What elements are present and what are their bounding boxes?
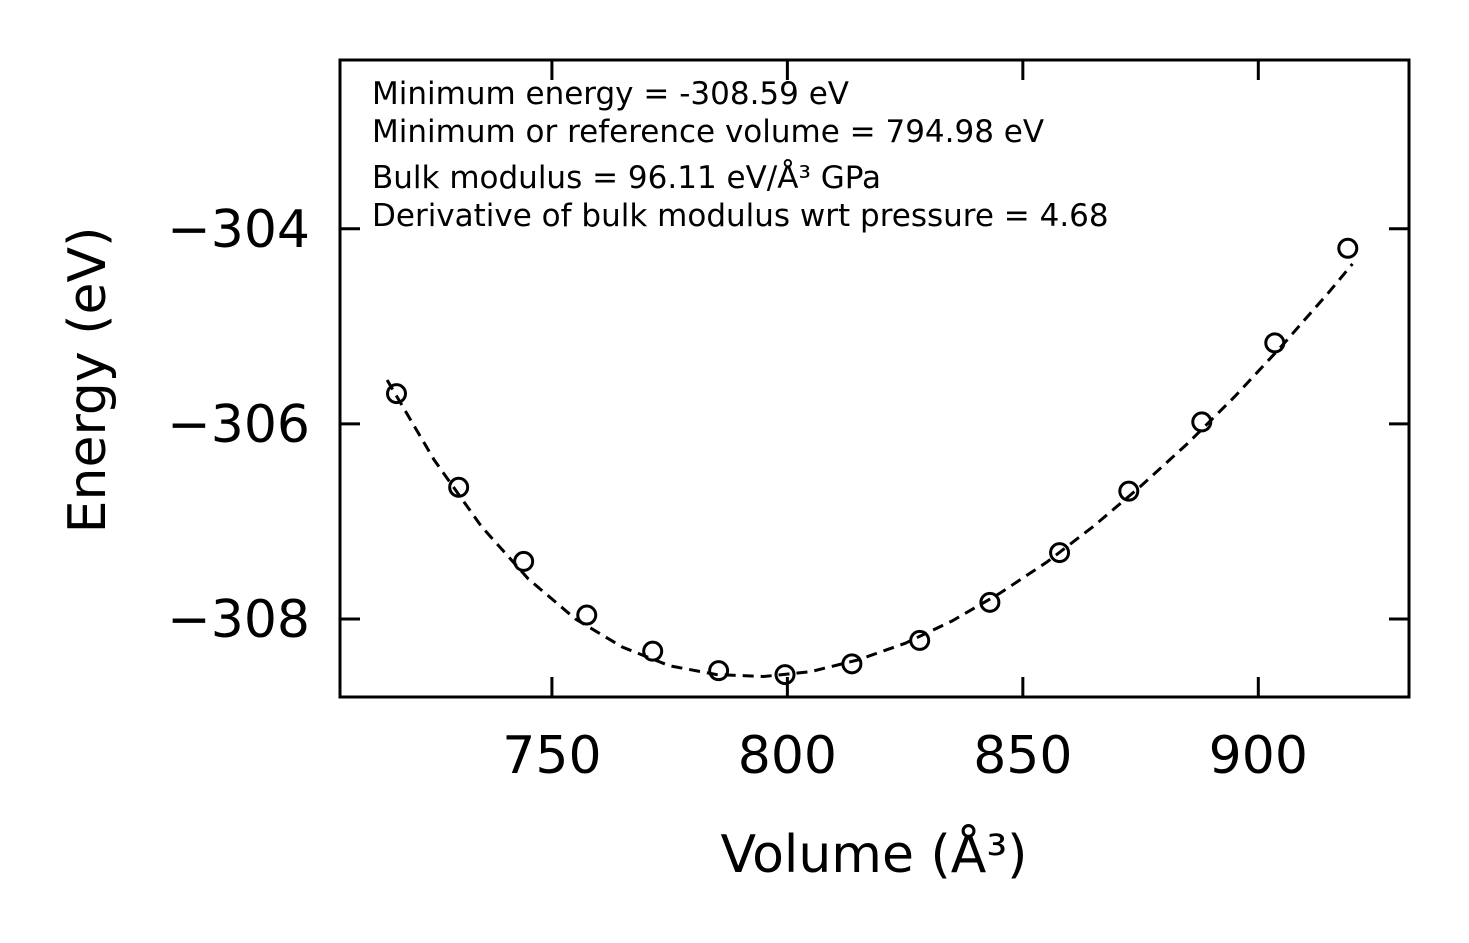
x-tick-label: 800	[738, 726, 837, 786]
data-point	[774, 664, 796, 686]
x-tick-label: 900	[1209, 726, 1308, 786]
x-tick-label: 750	[502, 726, 601, 786]
annotation-min-energy: Minimum energy = -308.59 eV	[372, 76, 849, 112]
data-point	[1049, 542, 1071, 564]
y-tick-label: −308	[167, 590, 310, 650]
x-tick-label: 850	[973, 726, 1072, 786]
data-point	[513, 550, 535, 572]
data-point	[386, 383, 408, 405]
data-point	[642, 640, 664, 662]
annotation-min-volume: Minimum or reference volume = 794.98 eV	[372, 114, 1044, 150]
annotation-bulk-derivative: Derivative of bulk modulus wrt pressure …	[372, 198, 1109, 234]
data-point	[1264, 332, 1286, 354]
annotation-block: Minimum energy = -308.59 eV Minimum or r…	[372, 76, 1109, 234]
data-point	[576, 604, 598, 626]
plot-background	[340, 60, 1409, 697]
data-point	[909, 629, 931, 651]
data-point	[1191, 411, 1213, 433]
data-points-layer	[386, 237, 1359, 686]
y-tick-label: −304	[167, 200, 310, 260]
y-axis-title: Energy (eV)	[58, 227, 118, 534]
data-point	[1118, 480, 1140, 502]
x-axis-title: Volume (Å³)	[721, 823, 1028, 885]
ticks-layer: 750 800 850 900 −308 −306 −304	[167, 60, 1409, 786]
data-point	[1337, 237, 1359, 259]
plot-frame	[338, 58, 1411, 699]
data-point	[708, 660, 730, 682]
y-tick-label: −306	[167, 395, 310, 455]
data-point	[979, 591, 1001, 613]
annotation-bulk-modulus: Bulk modulus = 96.11 eV/Å³ GPa	[372, 160, 881, 196]
data-point	[448, 476, 470, 498]
data-point	[841, 653, 863, 675]
